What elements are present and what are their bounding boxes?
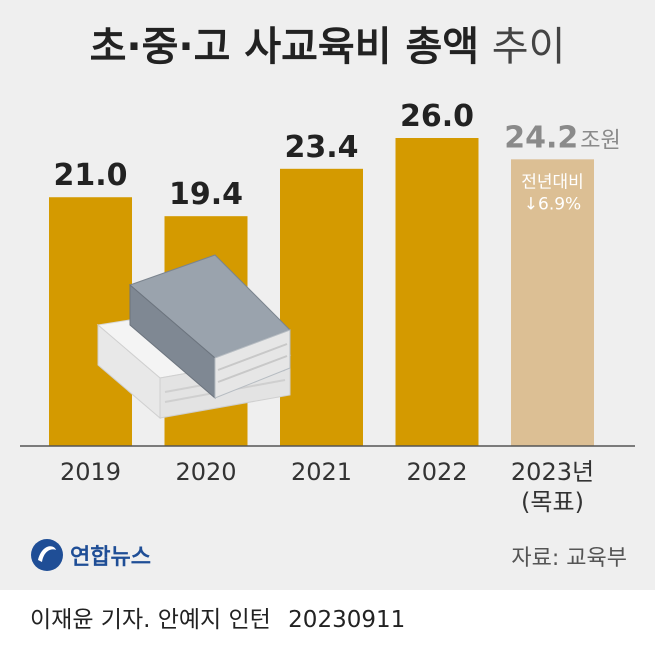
unit-label: 조원 (580, 128, 620, 153)
logo-icon (31, 539, 63, 571)
category-label: 2022 (406, 458, 467, 486)
value-label: 19.4 (169, 177, 243, 212)
value-label: 24.2조원 (504, 120, 621, 155)
value-label: 26.0 (400, 99, 474, 134)
title-main: 초·중·고 사교육비 총액 (89, 24, 480, 70)
books-illustration (96, 254, 292, 420)
category-label: 2019 (60, 458, 121, 486)
category-sublabel: (목표) (521, 488, 584, 516)
change-annotation-title: 전년대비 (521, 172, 584, 192)
source-label: 자료: 교육부 (511, 546, 627, 571)
labels-group: 21.0 2019 19.4 2020 23.4 2021 26.0 2022 24.2조원 20… (53, 99, 620, 516)
value-label: 21.0 (53, 158, 127, 193)
credit-date: 20230911 (288, 607, 406, 633)
credit-authors: 이재윤 기자. 안예지 인턴 (30, 607, 271, 633)
logo-text: 연합뉴스 (70, 545, 151, 570)
bar-chart: 21.0 2019 19.4 2020 23.4 2021 26.0 2022 24.2조원 20… (20, 99, 635, 516)
category-label: 2023년 (511, 458, 594, 486)
bar-2022 (395, 138, 479, 446)
bar-2023년 (511, 159, 594, 447)
change-annotation-value: ↓6.9% (524, 194, 581, 214)
value-label: 23.4 (284, 130, 358, 165)
title-suffix: 추이 (491, 24, 566, 70)
category-label: 2020 (175, 458, 236, 486)
chart-title: 초·중·고 사교육비 총액 추이 (0, 22, 655, 72)
bar-2021 (280, 168, 363, 447)
category-label: 2021 (291, 458, 352, 486)
credit-line: 이재윤 기자. 안예지 인턴 20230911 (30, 600, 415, 634)
yonhap-logo: 연합뉴스 (30, 533, 151, 577)
